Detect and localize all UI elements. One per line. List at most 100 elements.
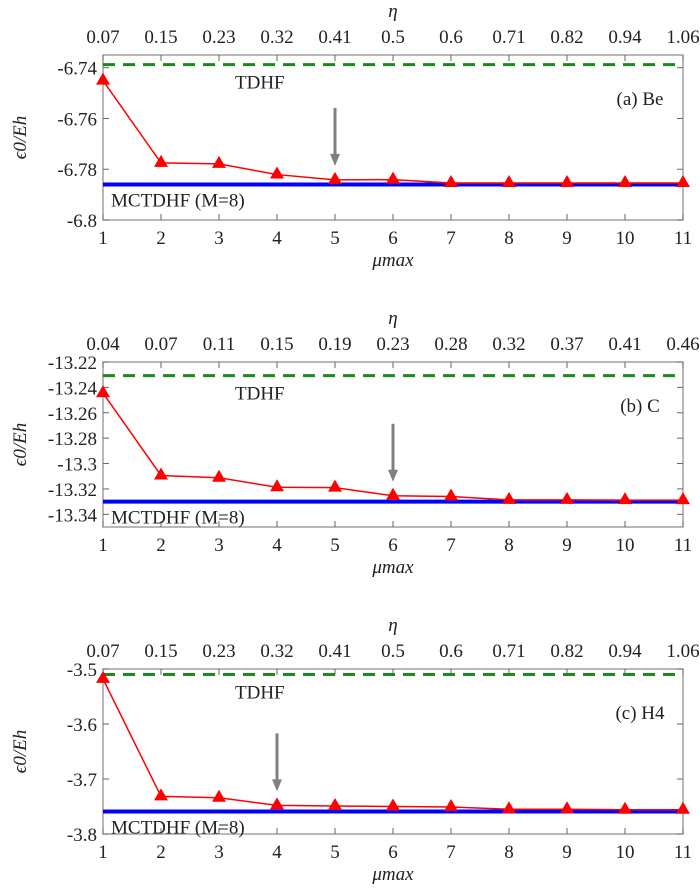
top-x-axis-label: η — [388, 1, 397, 22]
x-tick-label: 10 — [616, 535, 635, 556]
x-tick-label: 11 — [674, 228, 692, 249]
top-x-tick-label: 0.41 — [608, 334, 641, 355]
top-x-tick-label: 0.41 — [318, 27, 351, 48]
x-tick-label: 9 — [562, 228, 572, 249]
data-point-marker — [618, 174, 632, 187]
data-point-marker — [96, 670, 110, 683]
data-point-marker — [96, 385, 110, 398]
x-tick-label: 5 — [330, 535, 340, 556]
y-tick-label: -13.26 — [48, 404, 97, 425]
data-point-marker — [560, 801, 574, 814]
x-tick-label: 6 — [388, 228, 398, 249]
data-point-marker — [270, 797, 284, 810]
data-point-marker — [444, 799, 458, 812]
x-tick-label: 8 — [504, 535, 514, 556]
top-x-tick-label: 0.19 — [318, 334, 351, 355]
top-x-tick-label: 0.6 — [439, 641, 463, 662]
data-point-marker — [444, 174, 458, 187]
data-point-marker — [502, 174, 516, 187]
x-tick-label: 4 — [272, 228, 282, 249]
y-tick-label: -13.28 — [48, 429, 97, 450]
y-tick-label: -13.22 — [48, 353, 97, 374]
x-tick-label: 11 — [674, 842, 692, 863]
panel-1: 1 0.07 2 0.15 3 0.23 4 0.32 5 0.41 6 0.5 7 0.6 8 0.71 9 0… — [10, 1, 700, 271]
top-x-tick-label: 0.04 — [86, 334, 120, 355]
data-point-marker — [154, 154, 168, 167]
data-point-marker — [386, 798, 400, 811]
top-x-tick-label: 0.82 — [550, 641, 583, 662]
data-point-marker — [618, 801, 632, 814]
data-point-marker — [212, 789, 226, 802]
data-point-marker — [502, 801, 516, 814]
top-x-tick-label: 0.6 — [439, 27, 463, 48]
x-tick-label: 4 — [272, 535, 282, 556]
data-point-marker — [386, 487, 400, 500]
x-axis-label: μmax — [371, 250, 414, 271]
panel-label: (c) H4 — [615, 703, 665, 724]
top-x-tick-label: 1.06 — [666, 641, 699, 662]
y-tick-label: -13.34 — [48, 505, 98, 526]
top-x-tick-label: 0.5 — [381, 27, 405, 48]
top-x-axis-label: η — [388, 308, 397, 329]
data-point-marker — [328, 479, 342, 492]
x-tick-label: 1 — [98, 228, 108, 249]
x-tick-label: 3 — [214, 842, 224, 863]
data-point-marker — [212, 155, 226, 168]
x-tick-label: 6 — [388, 535, 398, 556]
data-point-marker — [270, 479, 284, 492]
data-point-marker — [618, 492, 632, 505]
top-x-tick-label: 0.32 — [260, 641, 293, 662]
x-tick-label: 7 — [446, 842, 456, 863]
series-line — [102, 678, 683, 811]
top-x-tick-label: 0.23 — [202, 641, 235, 662]
data-point-marker — [212, 469, 226, 482]
top-x-tick-label: 0.94 — [608, 27, 642, 48]
x-tick-label: 10 — [616, 228, 635, 249]
top-x-tick-label: 0.07 — [86, 27, 119, 48]
top-x-tick-label: 0.71 — [492, 641, 525, 662]
top-x-tick-label: 0.41 — [318, 641, 351, 662]
series-line — [102, 80, 683, 184]
x-tick-label: 11 — [674, 535, 692, 556]
mctdhf-label: MCTDHF (M=8) — [111, 817, 245, 838]
tdhf-label: TDHF — [235, 683, 285, 704]
data-point-marker — [560, 174, 574, 187]
x-tick-label: 3 — [214, 535, 224, 556]
top-x-tick-label: 0.15 — [260, 334, 293, 355]
data-point-marker — [676, 174, 690, 187]
top-x-tick-label: 0.46 — [666, 334, 699, 355]
x-axis-label: μmax — [371, 864, 414, 885]
panel-label: (b) C — [620, 396, 660, 417]
x-tick-label: 8 — [504, 842, 514, 863]
x-tick-label: 2 — [156, 535, 166, 556]
top-x-tick-label: 0.82 — [550, 27, 583, 48]
data-point-marker — [154, 467, 168, 480]
x-tick-label: 1 — [98, 842, 108, 863]
x-tick-label: 8 — [504, 228, 514, 249]
panel-2: 1 0.04 2 0.07 3 0.11 4 0.15 5 0.19 6 0.23 7 0.28 8 0.32… — [10, 308, 700, 578]
data-point-marker — [560, 491, 574, 504]
data-point-marker — [676, 492, 690, 505]
y-tick-label: -13.32 — [48, 480, 97, 501]
y-axis-label: ϵ0/Eh — [10, 730, 31, 774]
y-tick-label: -6.8 — [67, 211, 97, 232]
top-x-tick-label: 0.94 — [608, 641, 642, 662]
y-tick-label: -6.78 — [57, 160, 97, 181]
top-x-tick-label: 0.5 — [381, 641, 405, 662]
y-tick-label: -3.5 — [67, 660, 97, 681]
top-x-tick-label: 0.11 — [203, 334, 236, 355]
y-tick-label: -3.8 — [67, 825, 97, 846]
x-tick-label: 1 — [98, 535, 108, 556]
data-point-marker — [154, 788, 168, 801]
data-point-marker — [502, 491, 516, 504]
x-axis-label: μmax — [371, 557, 414, 578]
y-tick-label: -3.7 — [67, 770, 97, 791]
y-axis-label: ϵ0/Eh — [10, 116, 31, 160]
top-x-tick-label: 0.32 — [492, 334, 525, 355]
tdhf-label: TDHF — [235, 73, 285, 94]
data-point-marker — [328, 797, 342, 810]
data-point-marker — [676, 801, 690, 814]
top-x-tick-label: 0.07 — [86, 641, 119, 662]
top-x-tick-label: 0.28 — [434, 334, 467, 355]
arrow-down-icon — [388, 469, 398, 482]
